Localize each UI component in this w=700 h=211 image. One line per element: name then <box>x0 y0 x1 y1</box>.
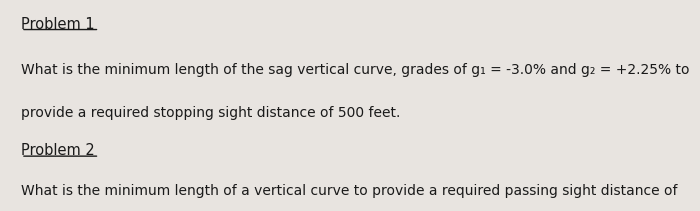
Text: What is the minimum length of the sag vertical curve, grades of g₁ = -3.0% and g: What is the minimum length of the sag ve… <box>21 63 690 77</box>
Text: provide a required stopping sight distance of 500 feet.: provide a required stopping sight distan… <box>21 106 400 119</box>
Text: Problem 2: Problem 2 <box>21 143 94 158</box>
Text: What is the minimum length of a vertical curve to provide a required passing sig: What is the minimum length of a vertical… <box>21 184 678 197</box>
Text: Problem 1: Problem 1 <box>21 17 94 32</box>
